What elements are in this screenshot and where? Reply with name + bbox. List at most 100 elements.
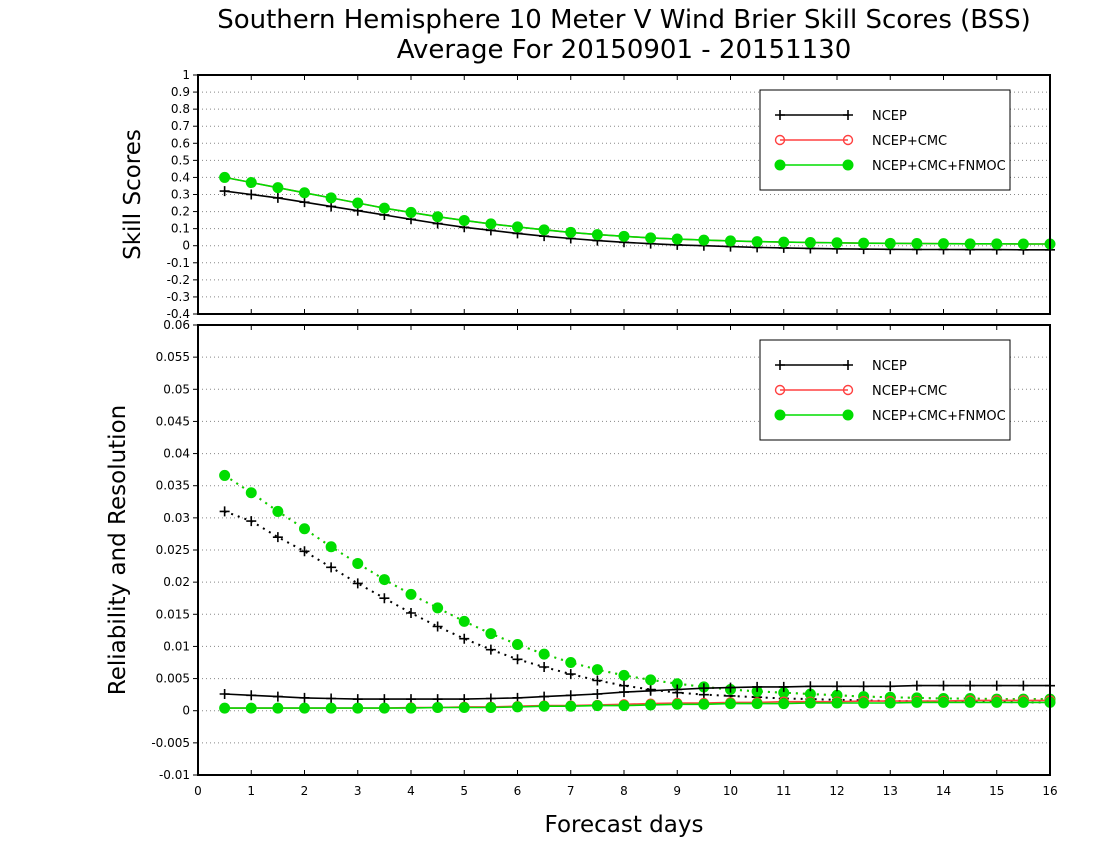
panel-1: -0.4 -0.3 -0.2 -0.1 0 0.1 0.2 0.3 0.4 0.5 0.6 0.7 0.… — [120, 68, 1056, 321]
data-point — [352, 578, 363, 589]
data-point — [485, 218, 497, 230]
data-point — [326, 562, 337, 573]
x-tick-label: 3 — [354, 784, 362, 798]
legend-marker — [842, 409, 854, 421]
data-point — [591, 664, 603, 676]
data-point — [432, 602, 444, 614]
data-point — [645, 674, 657, 686]
series-line — [224, 190, 1050, 251]
legend-label: NCEP+CMC+FNMOC — [872, 409, 1006, 424]
y-tick-label: 0.8 — [171, 102, 190, 116]
data-point — [432, 702, 444, 713]
data-point — [219, 186, 230, 197]
legend-label: NCEP — [872, 109, 907, 124]
data-point — [512, 654, 523, 665]
data-point — [485, 702, 497, 713]
data-point — [804, 236, 816, 248]
data-point — [378, 574, 390, 586]
data-point — [405, 588, 417, 600]
y-tick-label: 0.3 — [171, 188, 190, 202]
data-point — [352, 702, 364, 714]
series-ncep — [219, 186, 1055, 255]
plot-frame — [197, 74, 1051, 315]
x-tick-label: 8 — [620, 784, 628, 798]
data-point — [698, 698, 710, 710]
series-line — [224, 699, 1050, 709]
data-point — [219, 702, 231, 714]
data-point — [565, 657, 577, 668]
y-tick-label: 0.5 — [171, 153, 190, 167]
data-point — [778, 698, 790, 710]
data-point — [299, 523, 310, 535]
y-tick-label: 0.015 — [156, 607, 190, 621]
y-tick-label: 0.055 — [156, 350, 190, 364]
data-point — [326, 693, 337, 704]
x-axis-label: Forecast days — [545, 812, 704, 838]
y-tick-label: 0.1 — [171, 222, 190, 236]
data-point — [751, 236, 763, 248]
y-tick-label: -0.3 — [167, 290, 190, 304]
data-point — [512, 221, 523, 233]
data-point — [938, 696, 949, 708]
data-point — [245, 177, 257, 189]
data-point — [538, 224, 550, 236]
data-point — [911, 680, 922, 691]
data-point — [778, 681, 789, 692]
x-tick-label: 14 — [936, 784, 951, 798]
data-point — [618, 669, 630, 681]
data-point — [378, 702, 390, 714]
data-point — [458, 702, 470, 713]
legend-marker — [774, 409, 786, 421]
data-point — [538, 700, 550, 712]
legend-marker — [843, 360, 853, 370]
data-point — [591, 700, 603, 712]
data-point — [378, 202, 390, 214]
data-point — [246, 690, 257, 701]
x-tick-label: 13 — [883, 784, 898, 798]
y-tick-label: 1 — [182, 68, 190, 82]
data-point — [565, 690, 576, 701]
y-tick-label: 0 — [182, 239, 190, 253]
data-point — [246, 189, 257, 200]
data-point — [272, 182, 284, 194]
data-point — [512, 639, 523, 650]
x-tick-label: 10 — [723, 784, 738, 798]
chart-panels: -0.4 -0.3 -0.2 -0.1 0 0.1 0.2 0.3 0.4 0.5 0.6 0.7 0.… — [105, 68, 1058, 798]
x-tick-label: 12 — [829, 784, 844, 798]
y-tick-label: 0.03 — [163, 511, 190, 525]
series-line — [224, 474, 1050, 701]
data-point — [884, 697, 896, 709]
y-tick-label: 0.05 — [163, 382, 190, 396]
data-point — [245, 487, 257, 499]
series-ncep-reliability — [219, 680, 1055, 705]
y-tick-label: 0 — [182, 704, 190, 718]
data-point — [1017, 238, 1029, 250]
data-point — [538, 648, 550, 660]
data-point — [272, 532, 283, 543]
data-point — [885, 681, 896, 692]
y-tick-label: 0.4 — [171, 170, 190, 184]
data-point — [991, 238, 1003, 250]
series-ncep-cmc-fnmoc — [219, 171, 1056, 250]
y-tick-label: 0.6 — [171, 136, 190, 150]
data-point — [619, 687, 629, 698]
series-ncep-cmc-fnmoc-resolution — [219, 469, 1056, 705]
data-point — [352, 558, 364, 569]
data-point — [751, 698, 763, 710]
y-tick-label: 0.7 — [171, 119, 190, 133]
data-point — [325, 541, 337, 553]
y-tick-label: 0.06 — [163, 318, 190, 332]
series-ncep-cmc-fnmoc-reliability — [219, 696, 1056, 714]
data-point — [352, 694, 363, 705]
legend-marker — [842, 159, 854, 171]
legend: NCEP NCEP+CMC NCEP+CMC+FNMOC — [759, 89, 1011, 191]
data-point — [671, 698, 683, 710]
data-point — [698, 683, 709, 694]
y-tick-label: 0.01 — [163, 639, 190, 653]
y-tick-label: -0.4 — [167, 307, 190, 321]
x-tick-label: 5 — [460, 784, 468, 798]
x-tick-label: 15 — [989, 784, 1004, 798]
data-point — [938, 680, 949, 691]
data-point — [1018, 680, 1029, 691]
y-tick-label: 0.02 — [163, 575, 190, 589]
